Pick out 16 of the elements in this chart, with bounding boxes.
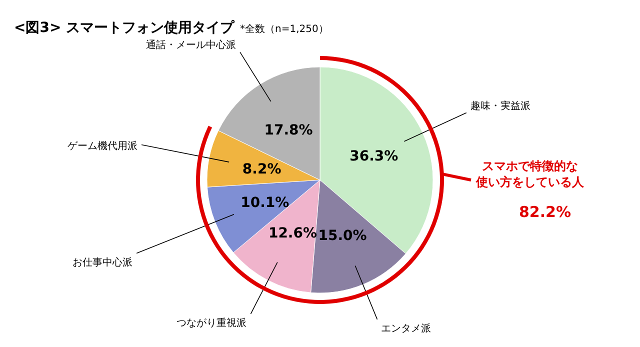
chart-title: <図3> スマートフォン使用タイプ xyxy=(14,19,236,36)
text: スマホで特徴的な使い方をしている人 xyxy=(475,159,585,189)
chart-subtitle: *全数（n=1,250） xyxy=(240,23,328,35)
slice-label: ゲーム機代用派 xyxy=(68,140,138,152)
data-label: 8.2% xyxy=(242,162,282,178)
data-label: 10.1% xyxy=(240,195,290,212)
text: 82.2% xyxy=(518,203,572,221)
slice-label: エンタメ派 xyxy=(381,322,432,334)
data-label: 12.6% xyxy=(268,226,318,242)
slice-label: お仕事中心派 xyxy=(72,256,133,268)
data-label: 15.0% xyxy=(318,228,367,244)
slice-label: つながり重視派 xyxy=(176,316,247,329)
data-label: 36.3% xyxy=(350,148,398,164)
data-label: 17.8% xyxy=(264,122,313,139)
slice-label: 通話・メール中心派 xyxy=(146,39,236,52)
slice-label: 趣味・実益派 xyxy=(470,100,530,112)
